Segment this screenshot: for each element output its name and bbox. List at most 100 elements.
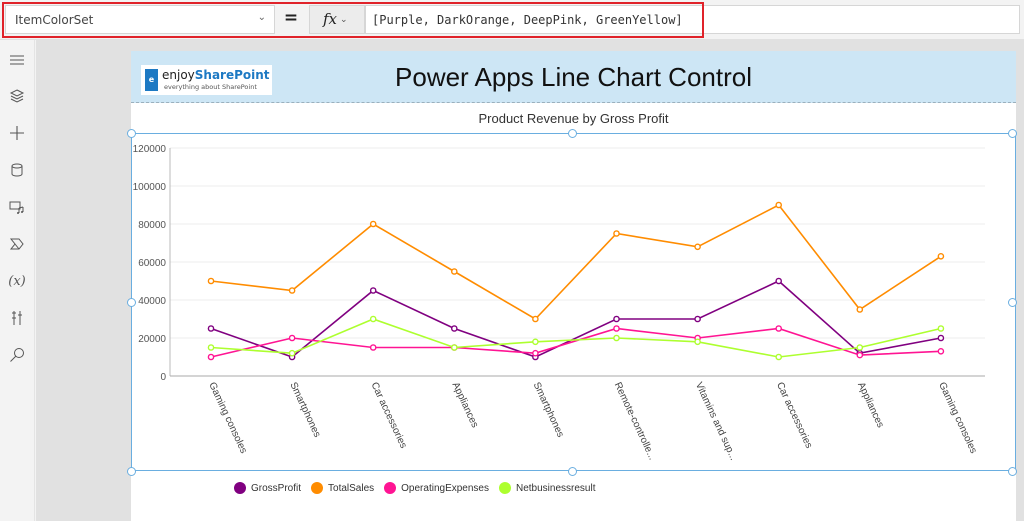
resize-handle[interactable]: [1008, 467, 1017, 476]
data-point[interactable]: [207, 353, 215, 361]
y-tick-label: 100000: [133, 182, 167, 193]
data-point[interactable]: [450, 325, 458, 332]
series-GrossProfit[interactable]: [207, 277, 945, 361]
data-point[interactable]: [613, 325, 620, 332]
x-tick-label: Car accessories: [368, 381, 408, 451]
data-point[interactable]: [937, 252, 945, 260]
data-point[interactable]: [450, 268, 458, 275]
data-point[interactable]: [207, 325, 215, 332]
data-point[interactable]: [369, 287, 377, 294]
legend-label: OperatingExpenses: [401, 482, 489, 494]
header-band: e enjoySharePoint everything about Share…: [131, 51, 1016, 103]
series-TotalSales[interactable]: [207, 201, 945, 323]
variables-icon[interactable]: (x): [8, 273, 26, 289]
data-point[interactable]: [694, 338, 701, 346]
legend-color-dot-icon: [384, 482, 397, 494]
data-point[interactable]: [613, 230, 620, 237]
layers-icon[interactable]: [3, 82, 31, 110]
power-automate-icon[interactable]: [3, 230, 31, 258]
data-point[interactable]: [775, 353, 783, 361]
data-point[interactable]: [856, 351, 864, 359]
chevron-down-icon: ⌄: [340, 15, 348, 25]
resize-handle[interactable]: [1008, 129, 1017, 138]
formula-bar: ItemColorSet ⌄ = fx ⌄ [Purple, DarkOrange…: [0, 0, 1024, 40]
x-tick-label: Smartphones: [287, 381, 322, 440]
data-cylinder-icon[interactable]: [3, 156, 31, 184]
x-tick-label: Gaming consoles: [206, 381, 249, 456]
logo-mark-icon: e: [145, 69, 158, 91]
data-point[interactable]: [856, 344, 864, 351]
series-Netbusinessresult[interactable]: [207, 315, 945, 361]
data-point[interactable]: [369, 315, 377, 323]
data-point[interactable]: [937, 334, 945, 342]
x-tick-label: Vitamins and sup...: [693, 381, 739, 463]
highlight-annotation: [2, 2, 704, 38]
resize-handle[interactable]: [568, 467, 577, 476]
legend-item: Netbusinessresult: [499, 482, 595, 494]
legend-item: OperatingExpenses: [384, 482, 489, 494]
x-tick-label: Appliances: [450, 381, 481, 430]
x-tick-label: Remote-controlle...: [612, 381, 658, 462]
data-point[interactable]: [532, 349, 539, 357]
hamburger-menu-icon[interactable]: [3, 46, 31, 74]
data-point[interactable]: [288, 334, 296, 342]
y-tick-label: 60000: [138, 258, 166, 269]
data-point[interactable]: [369, 220, 377, 228]
chart-legend: GrossProfit TotalSales OperatingExpenses Ne…: [234, 482, 595, 494]
y-tick-label: 20000: [138, 334, 166, 345]
legend-label: TotalSales: [328, 482, 375, 494]
media-icon[interactable]: [3, 193, 31, 221]
logo-tagline: everything about SharePoint: [164, 83, 257, 91]
legend-label: Netbusinessresult: [516, 482, 596, 494]
data-point[interactable]: [775, 325, 783, 332]
legend-color-dot-icon: [234, 482, 246, 494]
data-point[interactable]: [694, 243, 701, 251]
property-name: ItemColorSet: [15, 13, 94, 27]
data-point[interactable]: [937, 347, 945, 355]
data-point[interactable]: [369, 344, 377, 351]
legend-color-dot-icon: [499, 482, 511, 494]
data-point[interactable]: [532, 338, 539, 346]
data-point[interactable]: [613, 315, 620, 323]
series-OperatingExpenses[interactable]: [207, 325, 945, 361]
data-point[interactable]: [775, 277, 783, 285]
data-point[interactable]: [937, 325, 945, 332]
logo: e enjoySharePoint everything about Share…: [141, 65, 272, 95]
resize-handle[interactable]: [1008, 298, 1017, 307]
data-point[interactable]: [694, 315, 701, 323]
x-tick-label: Smartphones: [531, 381, 566, 440]
data-point[interactable]: [207, 277, 215, 285]
search-icon[interactable]: [3, 341, 31, 369]
resize-handle[interactable]: [127, 467, 136, 476]
data-point[interactable]: [288, 287, 296, 294]
y-tick-label: 40000: [138, 296, 166, 307]
logo-text: enjoy: [162, 68, 195, 82]
advanced-tools-icon[interactable]: [3, 304, 31, 332]
legend-label: GrossProfit: [251, 482, 302, 494]
fx-button[interactable]: fx ⌄: [309, 5, 365, 34]
chart-title: Product Revenue by Gross Profit: [478, 111, 669, 126]
x-tick-label: Gaming consoles: [936, 381, 979, 456]
property-dropdown[interactable]: ItemColorSet ⌄: [5, 5, 275, 34]
legend-color-dot-icon: [311, 482, 324, 494]
data-point[interactable]: [450, 344, 458, 351]
formula-input[interactable]: [Purple, DarkOrange, DeepPink, GreenYell…: [365, 5, 1020, 34]
x-tick-label: Appliances: [855, 381, 886, 430]
data-point[interactable]: [856, 306, 864, 313]
y-tick-label: 80000: [138, 220, 166, 231]
x-tick-label: Car accessories: [774, 381, 814, 451]
data-point[interactable]: [613, 334, 620, 342]
resize-handle[interactable]: [127, 298, 136, 307]
left-rail: (x): [0, 40, 35, 521]
legend-item: TotalSales: [311, 482, 374, 494]
data-point[interactable]: [532, 315, 539, 323]
resize-handle[interactable]: [568, 129, 577, 138]
data-point[interactable]: [288, 349, 296, 357]
data-point[interactable]: [207, 344, 215, 351]
y-tick-label: 120000: [133, 144, 167, 155]
insert-plus-icon[interactable]: [3, 119, 31, 147]
resize-handle[interactable]: [127, 129, 136, 138]
data-point[interactable]: [775, 201, 783, 209]
page-title: Power Apps Line Chart Control: [395, 62, 752, 92]
